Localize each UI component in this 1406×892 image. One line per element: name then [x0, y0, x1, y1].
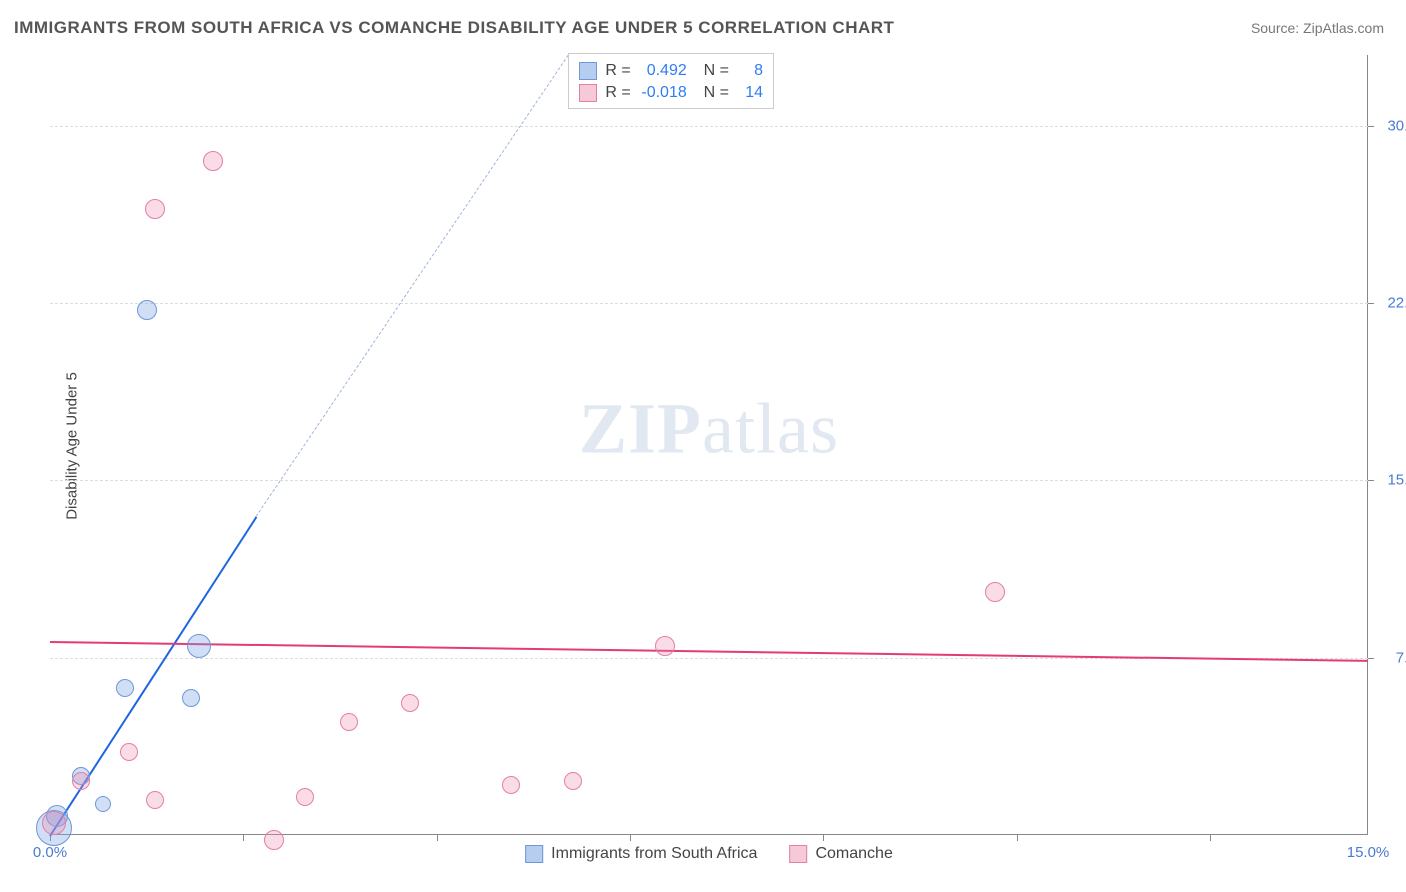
point-series-b	[985, 582, 1005, 602]
legend-swatch	[789, 845, 807, 863]
point-series-b	[264, 830, 284, 850]
point-series-b	[42, 811, 66, 835]
legend-item: Comanche	[789, 845, 892, 863]
y-tick-label: 15.0%	[1387, 472, 1406, 489]
source-prefix: Source:	[1251, 20, 1303, 36]
stats-n-value: 14	[737, 82, 763, 104]
legend-label: Immigrants from South Africa	[551, 845, 757, 863]
y-tick	[1368, 658, 1374, 659]
x-tick	[1210, 835, 1211, 841]
x-tick	[243, 835, 244, 841]
legend: Immigrants from South Africa Comanche	[525, 845, 893, 863]
point-series-b	[203, 151, 223, 171]
point-series-a	[182, 689, 200, 707]
stats-swatch	[579, 62, 597, 80]
plot-area: ZIPatlas 7.5%15.0%22.5%30.0%0.0%15.0%R =…	[50, 55, 1368, 835]
x-tick	[630, 835, 631, 841]
y-axis-line	[1367, 55, 1368, 835]
stats-r-value: -0.018	[639, 82, 687, 104]
stats-n-label: N =	[695, 60, 729, 82]
point-series-a	[137, 300, 157, 320]
gridline-h	[50, 126, 1368, 127]
x-axis-line	[50, 834, 1368, 835]
source-attribution: Source: ZipAtlas.com	[1251, 20, 1384, 36]
y-tick	[1368, 126, 1374, 127]
stats-r-label: R =	[605, 60, 630, 82]
x-tick	[823, 835, 824, 841]
point-series-b	[296, 788, 314, 806]
stats-r-label: R =	[605, 82, 630, 104]
point-series-b	[340, 713, 358, 731]
point-series-a	[187, 634, 211, 658]
stats-row: R = -0.018 N = 14	[579, 82, 763, 104]
watermark: ZIPatlas	[579, 388, 839, 471]
watermark-rest: atlas	[702, 389, 839, 469]
gridline-h	[50, 480, 1368, 481]
y-tick-label: 22.5%	[1387, 295, 1406, 312]
legend-label: Comanche	[815, 845, 892, 863]
point-series-b	[655, 636, 675, 656]
x-tick	[437, 835, 438, 841]
x-tick-label-min: 0.0%	[33, 844, 67, 861]
point-series-b	[145, 199, 165, 219]
point-series-b	[146, 791, 164, 809]
chart-title: IMMIGRANTS FROM SOUTH AFRICA VS COMANCHE…	[14, 18, 894, 38]
point-series-b	[502, 776, 520, 794]
point-series-a	[95, 796, 111, 812]
point-series-b	[120, 743, 138, 761]
x-tick-label-max: 15.0%	[1347, 844, 1390, 861]
stats-r-value: 0.492	[639, 60, 687, 82]
point-series-a	[116, 679, 134, 697]
trend-line	[50, 641, 1368, 662]
y-tick-label: 30.0%	[1387, 117, 1406, 134]
legend-swatch	[525, 845, 543, 863]
stats-swatch	[579, 84, 597, 102]
stats-n-label: N =	[695, 82, 729, 104]
point-series-b	[72, 772, 90, 790]
watermark-bold: ZIP	[579, 389, 702, 469]
legend-item: Immigrants from South Africa	[525, 845, 757, 863]
x-tick	[1017, 835, 1018, 841]
stats-row: R = 0.492 N = 8	[579, 60, 763, 82]
trend-line-extrapolated	[256, 55, 569, 516]
point-series-b	[401, 694, 419, 712]
y-tick	[1368, 480, 1374, 481]
stats-box: R = 0.492 N = 8 R = -0.018 N = 14	[568, 53, 774, 109]
source-link[interactable]: ZipAtlas.com	[1303, 20, 1384, 36]
y-tick	[1368, 303, 1374, 304]
gridline-h	[50, 303, 1368, 304]
stats-n-value: 8	[737, 60, 763, 82]
point-series-b	[564, 772, 582, 790]
y-tick-label: 7.5%	[1396, 649, 1406, 666]
